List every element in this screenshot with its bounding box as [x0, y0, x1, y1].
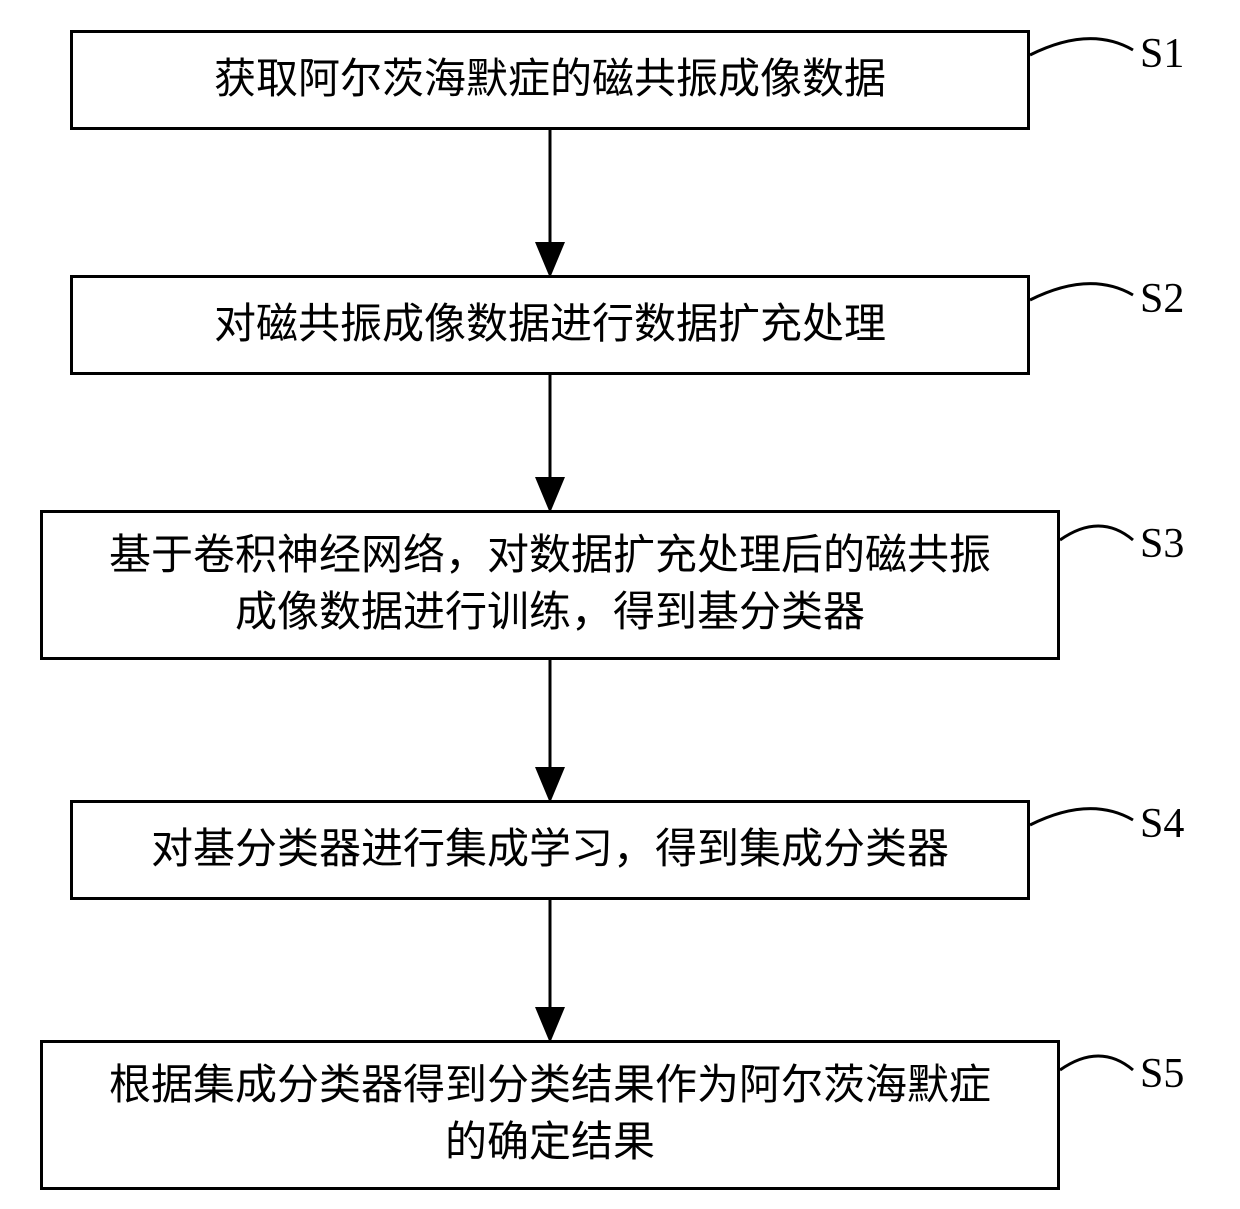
step-text-s3: 基于卷积神经网络，对数据扩充处理后的磁共振 成像数据进行训练，得到基分类器 [109, 528, 991, 641]
step-label-s3: S3 [1140, 520, 1184, 568]
label-connector-s4 [1030, 809, 1133, 825]
step-text-s2: 对磁共振成像数据进行数据扩充处理 [214, 297, 886, 354]
step-text-s1: 获取阿尔茨海默症的磁共振成像数据 [214, 52, 886, 109]
label-connector-s3 [1060, 526, 1133, 540]
step-label-s2: S2 [1140, 275, 1184, 323]
step-box-s3: 基于卷积神经网络，对数据扩充处理后的磁共振 成像数据进行训练，得到基分类器 [40, 510, 1060, 660]
step-box-s4: 对基分类器进行集成学习，得到集成分类器 [70, 800, 1030, 900]
step-text-s5: 根据集成分类器得到分类结果作为阿尔茨海默症 的确定结果 [109, 1058, 991, 1171]
label-connector-s1 [1030, 39, 1133, 55]
step-text-s4: 对基分类器进行集成学习，得到集成分类器 [151, 822, 949, 879]
label-connector-s5 [1060, 1056, 1133, 1070]
label-connector-s2 [1030, 284, 1133, 300]
step-label-s5: S5 [1140, 1050, 1184, 1098]
flowchart-canvas: 获取阿尔茨海默症的磁共振成像数据 S1 对磁共振成像数据进行数据扩充处理 S2 … [0, 0, 1240, 1209]
step-box-s2: 对磁共振成像数据进行数据扩充处理 [70, 275, 1030, 375]
step-label-s1: S1 [1140, 30, 1184, 78]
step-box-s1: 获取阿尔茨海默症的磁共振成像数据 [70, 30, 1030, 130]
step-label-s4: S4 [1140, 800, 1184, 848]
step-box-s5: 根据集成分类器得到分类结果作为阿尔茨海默症 的确定结果 [40, 1040, 1060, 1190]
